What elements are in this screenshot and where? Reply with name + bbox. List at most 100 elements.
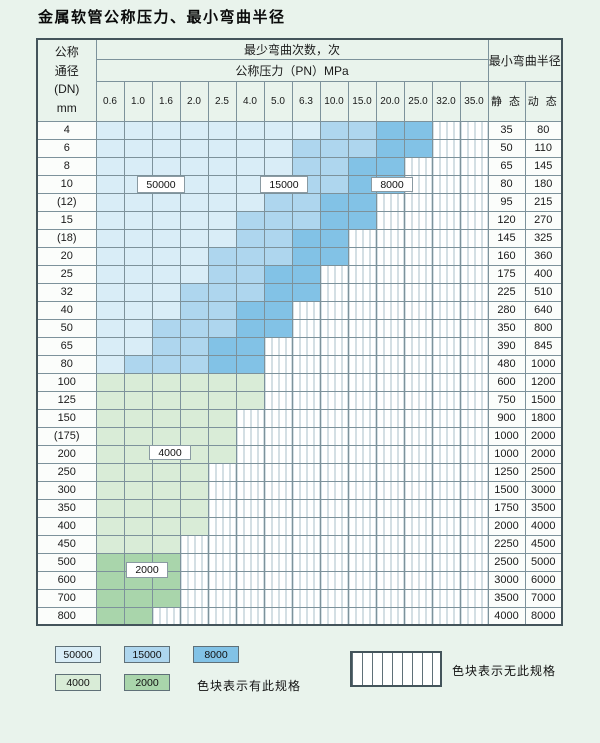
static-radius-cell: 280: [487, 300, 526, 320]
grid-cell-50000: [123, 282, 153, 302]
grid-cell-unavailable: [431, 228, 461, 248]
grid-cell-8000: [291, 264, 321, 284]
grid-cell-unavailable: [235, 534, 265, 554]
grid-cell-unavailable: [263, 606, 293, 626]
grid-cell-unavailable: [263, 372, 293, 392]
grid-cell-unavailable: [431, 372, 461, 392]
grid-cell-unavailable: [403, 498, 433, 518]
grid-cell-50000: [95, 210, 125, 230]
grid-cell-4000: [151, 390, 181, 410]
grid-cell-unavailable: [403, 480, 433, 500]
grid-cell-unavailable: [263, 516, 293, 536]
grid-cell-50000: [179, 156, 209, 176]
table-row: 400 2000 4000: [36, 516, 563, 536]
grid-cell-unavailable: [403, 516, 433, 536]
dn-cell: 4: [36, 120, 97, 140]
grid-cell-unavailable: [375, 192, 405, 212]
table-row: 80 480 1000: [36, 354, 563, 374]
grid-cell-50000: [179, 120, 209, 140]
dynamic-radius-cell: 360: [524, 246, 563, 266]
grid-cell-unavailable: [375, 552, 405, 572]
grid-cell-unavailable: [375, 444, 405, 464]
grid-cell-15000: [347, 120, 377, 140]
grid-cell-unavailable: [375, 300, 405, 320]
grid-cell-15000: [151, 336, 181, 356]
grid-cell-50000: [151, 156, 181, 176]
grid-cell-4000: [95, 426, 125, 446]
grid-cell-4000: [235, 390, 265, 410]
grid-cell-8000: [263, 300, 293, 320]
static-radius-cell: 145: [487, 228, 526, 248]
grid-cell-4000: [151, 516, 181, 536]
grid-cell-unavailable: [347, 552, 377, 572]
grid-cell-unavailable: [431, 606, 461, 626]
grid-cell-unavailable: [263, 444, 293, 464]
static-radius-cell: 80: [487, 174, 526, 194]
grid-cell-50000: [123, 210, 153, 230]
dn-cell: 6: [36, 138, 97, 158]
grid-cell-50000: [151, 138, 181, 158]
pressure-header: 公称压力（PN）MPa: [95, 58, 489, 82]
grid-cell-50000: [151, 246, 181, 266]
grid-cell-unavailable: [319, 372, 349, 392]
grid-cell-unavailable: [459, 246, 489, 266]
grid-cell-4000: [179, 516, 209, 536]
grid-cell-15000: [263, 192, 293, 212]
dynamic-radius-cell: 80: [524, 120, 563, 140]
grid-cell-4000: [179, 480, 209, 500]
table-row: 700 3500 7000: [36, 588, 563, 608]
grid-cell-4000: [123, 534, 153, 554]
grid-cell-unavailable: [291, 372, 321, 392]
dn-cell: 20: [36, 246, 97, 266]
static-radius-cell: 225: [487, 282, 526, 302]
grid-cell-unavailable: [459, 570, 489, 590]
grid-cell-unavailable: [375, 516, 405, 536]
grid-cell-unavailable: [235, 570, 265, 590]
grid-cell-50000: [151, 264, 181, 284]
grid-cell-unavailable: [375, 588, 405, 608]
grid-cell-50000: [95, 246, 125, 266]
grid-cell-unavailable: [319, 444, 349, 464]
grid-cell-15000: [151, 354, 181, 374]
grid-cell-50000: [123, 264, 153, 284]
grid-cell-unavailable: [347, 372, 377, 392]
bend-radius-header: 最小弯曲半径: [487, 38, 563, 82]
spec-table: 公称 通径 (DN) mm 最少弯曲次数，次 最小弯曲半径 公称压力（PN）MP…: [36, 38, 563, 626]
dn-cell: 350: [36, 498, 97, 518]
grid-cell-8000: [263, 318, 293, 338]
dynamic-radius-cell: 800: [524, 318, 563, 338]
grid-cell-unavailable: [319, 588, 349, 608]
dn-cell: (175): [36, 426, 97, 446]
table-row: 450 2250 4500: [36, 534, 563, 554]
static-radius-cell: 1250: [487, 462, 526, 482]
cycle-count-label-2000: 2000: [126, 562, 168, 578]
grid-cell-15000: [235, 282, 265, 302]
dynamic-radius-cell: 325: [524, 228, 563, 248]
dn-header: 公称 通径 (DN) mm: [36, 38, 97, 122]
grid-cell-unavailable: [347, 246, 377, 266]
grid-cell-unavailable: [375, 372, 405, 392]
grid-cell-2000: [95, 606, 125, 626]
grid-cell-50000: [207, 210, 237, 230]
dynamic-radius-cell: 3000: [524, 480, 563, 500]
grid-cell-50000: [95, 228, 125, 248]
header-row-1: 公称 通径 (DN) mm 最少弯曲次数，次 最小弯曲半径: [36, 38, 563, 122]
grid-cell-unavailable: [207, 462, 237, 482]
grid-cell-unavailable: [403, 156, 433, 176]
grid-cell-unavailable: [207, 570, 237, 590]
dn-cell: 10: [36, 174, 97, 194]
grid-cell-unavailable: [375, 570, 405, 590]
grid-cell-unavailable: [319, 606, 349, 626]
grid-cell-15000: [291, 156, 321, 176]
cycle-count-label-50000: 50000: [137, 176, 185, 193]
dynamic-radius-cell: 2500: [524, 462, 563, 482]
grid-cell-15000: [235, 246, 265, 266]
dynamic-radius-cell: 4500: [524, 534, 563, 554]
grid-cell-8000: [375, 138, 405, 158]
legend-swatch-2000: 2000: [124, 674, 170, 691]
grid-cell-unavailable: [347, 444, 377, 464]
grid-cell-8000: [319, 210, 349, 230]
grid-cell-unavailable: [291, 426, 321, 446]
grid-cell-15000: [179, 318, 209, 338]
